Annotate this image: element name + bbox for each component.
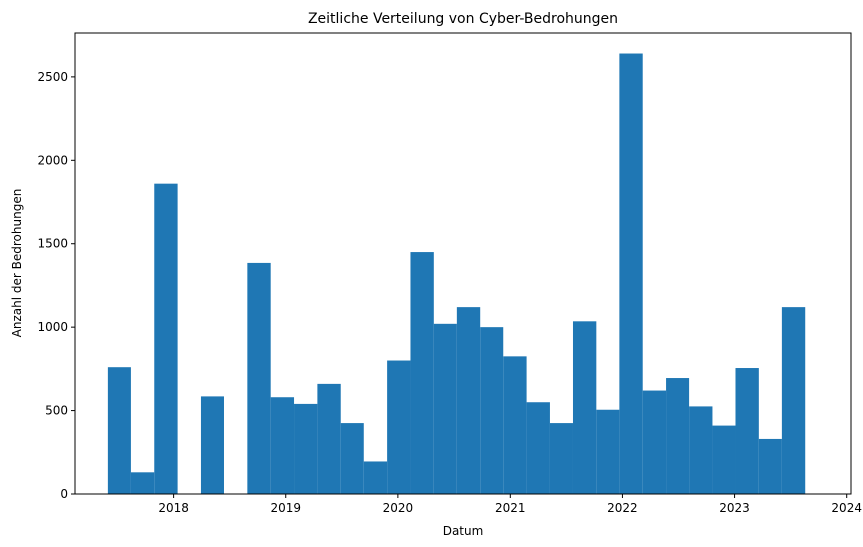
y-tick-label-0: 0 xyxy=(60,487,68,501)
x-tick-label-2018: 2018 xyxy=(158,501,189,515)
bar-24 xyxy=(666,378,690,494)
bar-7 xyxy=(270,397,295,494)
bar-10 xyxy=(340,423,364,494)
bar-8 xyxy=(294,403,318,494)
x-tick-label-2023: 2023 xyxy=(719,501,750,515)
x-tick-label-2021: 2021 xyxy=(495,501,526,515)
x-tick-label-2024: 2024 xyxy=(831,501,862,515)
bar-13 xyxy=(410,252,434,494)
y-tick-label-1000: 1000 xyxy=(37,320,68,334)
y-axis-title: Anzahl der Bedrohungen xyxy=(10,189,24,338)
bar-15 xyxy=(456,307,481,494)
bar-17 xyxy=(503,356,527,494)
x-tick-label-2019: 2019 xyxy=(270,501,301,515)
bar-19 xyxy=(549,423,573,494)
bar-22 xyxy=(619,53,643,495)
bar-29 xyxy=(781,307,806,494)
bar-6 xyxy=(247,262,271,494)
bar-18 xyxy=(526,402,550,494)
x-axis-title: Datum xyxy=(443,524,484,538)
bar-2 xyxy=(154,183,178,495)
bar-28 xyxy=(758,438,782,494)
chart-title: Zeitliche Verteilung von Cyber-Bedrohung… xyxy=(308,11,618,27)
x-axis-ticks: 2018 2019 2020 2021 2022 2023 2024 xyxy=(158,494,862,515)
bar-16 xyxy=(480,327,504,494)
y-axis-ticks: 0 500 1000 1500 2000 2500 xyxy=(37,70,75,501)
bar-4 xyxy=(200,396,224,494)
bar-9 xyxy=(317,383,341,494)
bar-12 xyxy=(387,360,411,494)
bar-1 xyxy=(130,472,155,494)
x-tick-label-2022: 2022 xyxy=(607,501,638,515)
bar-25 xyxy=(689,406,713,494)
bar-23 xyxy=(642,390,667,494)
bar-20 xyxy=(572,321,597,494)
y-tick-label-2500: 2500 xyxy=(37,70,68,84)
plot-frame xyxy=(74,32,852,495)
x-tick-label-2020: 2020 xyxy=(383,501,414,515)
bar-14 xyxy=(433,323,457,494)
y-tick-label-1500: 1500 xyxy=(37,237,68,251)
bar-27 xyxy=(735,368,759,494)
bar-26 xyxy=(712,425,736,494)
bar-21 xyxy=(596,409,620,494)
bar-11 xyxy=(363,461,388,494)
bar-0 xyxy=(107,367,131,494)
y-tick-label-500: 500 xyxy=(45,404,68,418)
y-tick-label-2000: 2000 xyxy=(37,153,68,167)
histogram-bars xyxy=(107,53,806,495)
